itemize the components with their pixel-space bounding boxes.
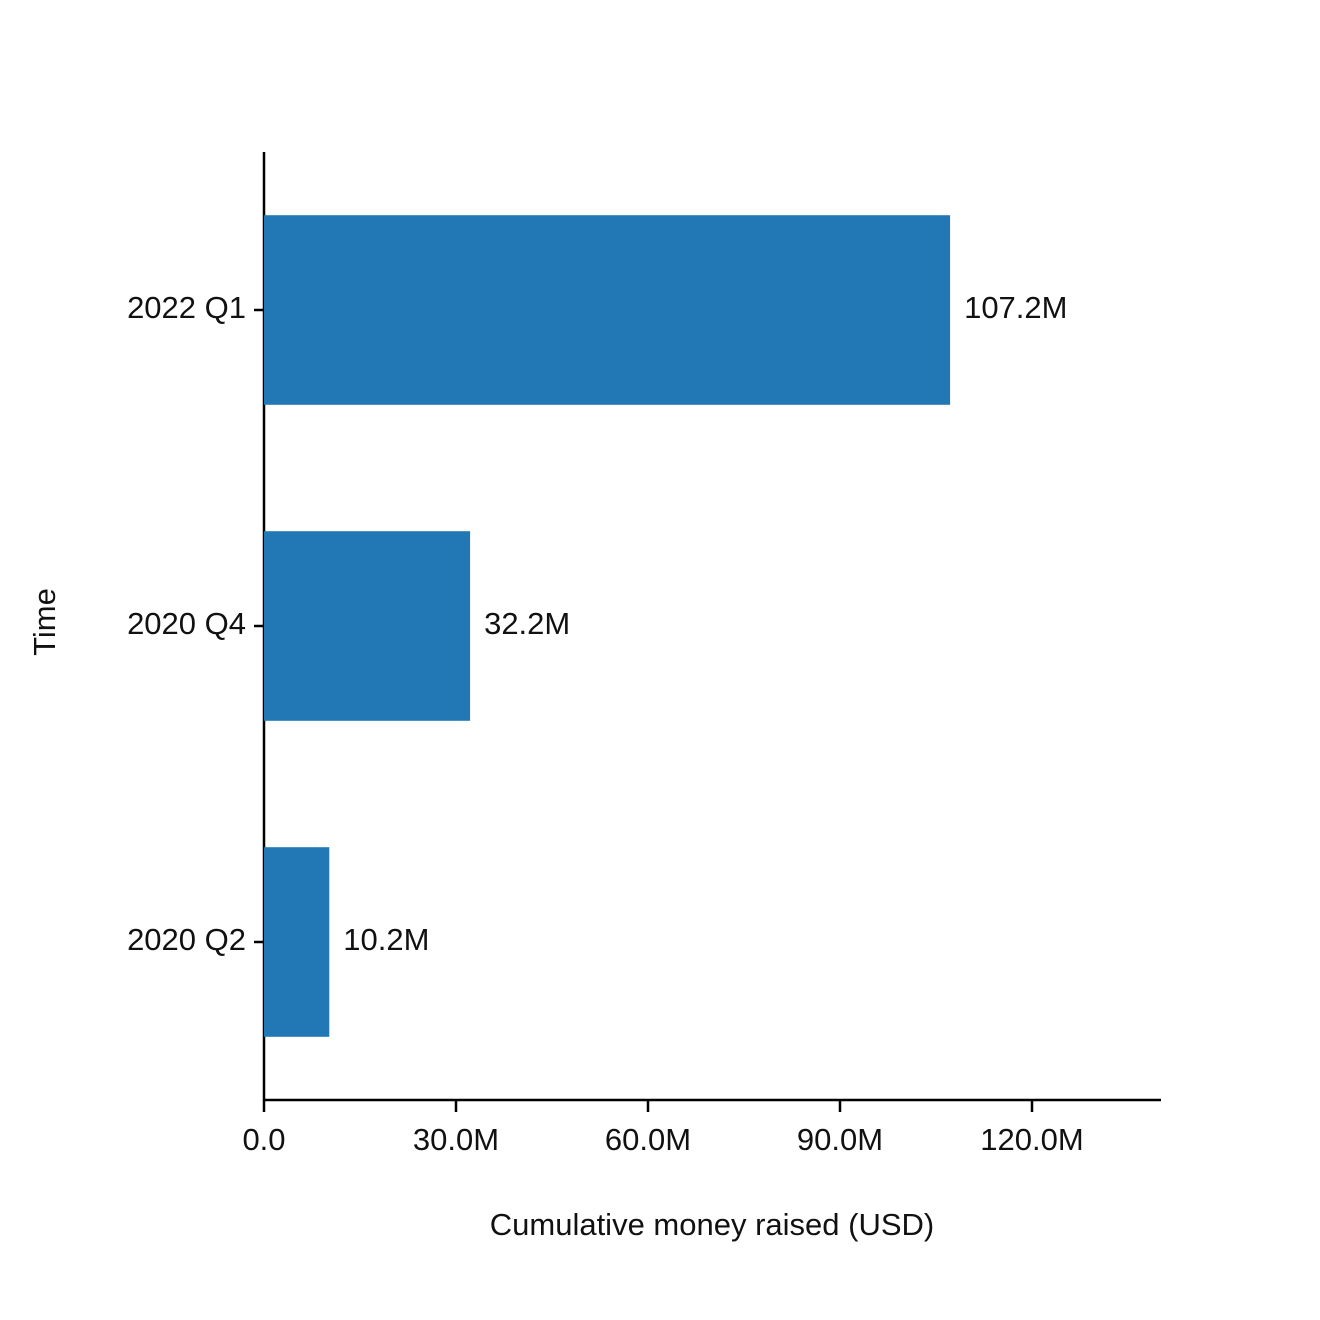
value-label: 107.2M [964,290,1067,325]
x-tick-label: 0.0 [242,1122,285,1157]
value-label: 10.2M [343,922,429,957]
y-tick-label: 2022 Q1 [127,290,246,325]
bar [264,847,330,1037]
y-tick-label: 2020 Q4 [127,606,246,641]
x-tick-label: 30.0M [413,1122,499,1157]
y-axis-label: Time [27,588,62,656]
x-tick-label: 90.0M [797,1122,883,1157]
x-axis-label: Cumulative money raised (USD) [490,1207,934,1242]
bar [264,215,951,405]
value-label: 32.2M [484,606,570,641]
x-tick-label: 60.0M [605,1122,691,1157]
y-tick-label: 2020 Q2 [127,922,246,957]
x-tick-label: 120.0M [980,1122,1083,1157]
bar [264,531,471,721]
